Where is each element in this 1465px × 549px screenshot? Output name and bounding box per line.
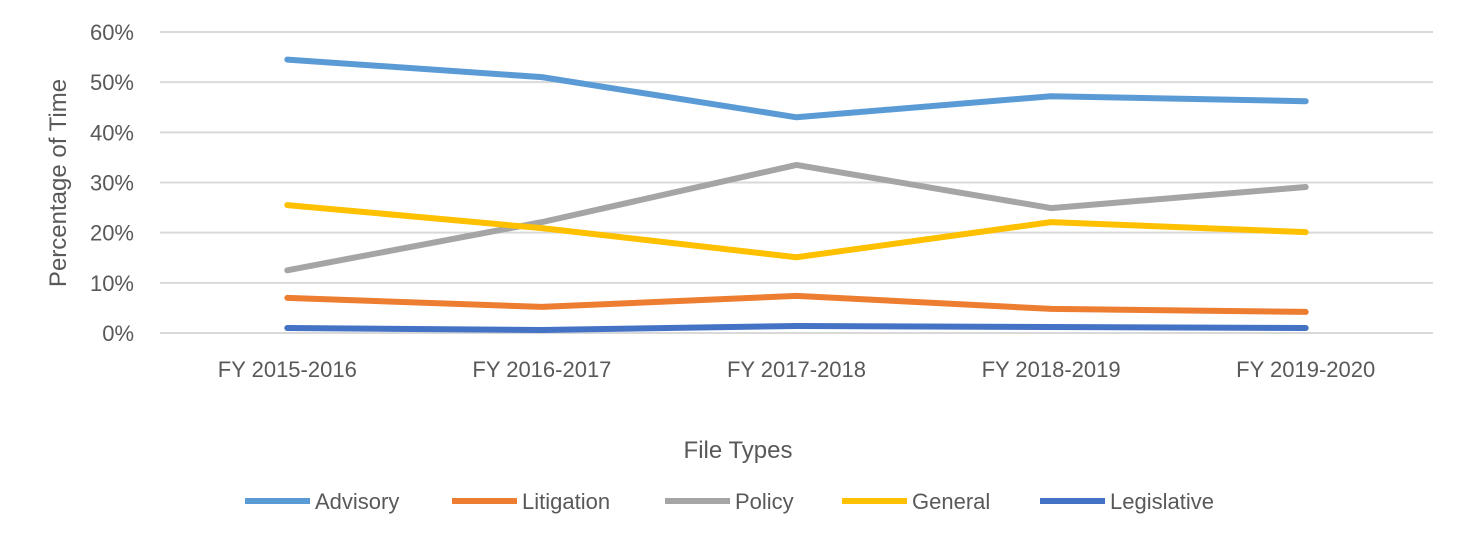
legend-label: Advisory <box>315 489 399 514</box>
y-axis-label: Percentage of Time <box>45 79 72 287</box>
series-line-legislative <box>284 322 1309 333</box>
series-line-advisory <box>284 56 1309 121</box>
y-axis-ticks: 0% 10% 20% 30% 40% 50% 60% <box>90 20 134 346</box>
y-tick-label: 60% <box>90 20 134 45</box>
y-tick-label: 40% <box>90 120 134 145</box>
legend-label: General <box>912 489 990 514</box>
x-tick-label: FY 2018-2019 <box>982 357 1121 382</box>
x-tick-label: FY 2019-2020 <box>1236 357 1375 382</box>
legend: Advisory Litigation Policy General Legislati… <box>245 489 1214 514</box>
y-tick-label: 10% <box>90 271 134 296</box>
series-line-general <box>284 202 1309 261</box>
x-tick-label: FY 2017-2018 <box>727 357 866 382</box>
legend-label: Litigation <box>522 489 610 514</box>
x-axis-ticks: FY 2015-2016 FY 2016-2017 FY 2017-2018 FY 2… <box>218 357 1375 382</box>
y-tick-label: 0% <box>102 321 134 346</box>
y-tick-label: 30% <box>90 171 134 196</box>
y-tick-label: 20% <box>90 221 134 246</box>
x-axis-label: File Types <box>684 437 793 464</box>
series-lines <box>284 56 1309 333</box>
x-tick-label: FY 2016-2017 <box>472 357 611 382</box>
x-tick-label: FY 2015-2016 <box>218 357 357 382</box>
series-line-litigation <box>284 292 1309 315</box>
series-line-policy <box>284 161 1309 274</box>
legend-label: Legislative <box>1110 489 1214 514</box>
y-tick-label: 50% <box>90 70 134 95</box>
gridlines <box>160 31 1433 334</box>
legend-label: Policy <box>735 489 794 514</box>
